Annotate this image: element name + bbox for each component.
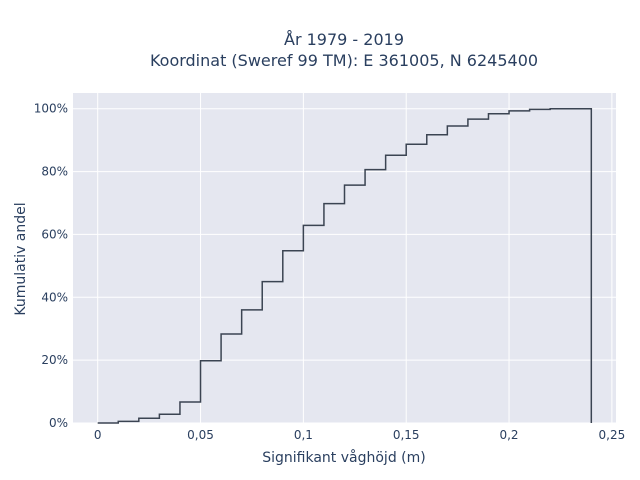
plot-area [73, 93, 616, 423]
x-tick-label: 0,05 [187, 428, 214, 442]
y-axis-ticks: 0% 20% 40% 60% 80% 100% [34, 102, 68, 430]
grid-lines [73, 93, 616, 424]
x-tick-label: 0,1 [294, 428, 313, 442]
y-tick-label: 100% [34, 102, 68, 116]
x-tick-label: 0,2 [499, 428, 518, 442]
chart-title-line1: År 1979 - 2019 [284, 30, 404, 49]
x-axis-ticks: 0 0,05 0,1 0,15 0,2 0,25 [94, 428, 625, 442]
x-tick-label: 0 [94, 428, 102, 442]
x-tick-label: 0,25 [599, 428, 626, 442]
chart-title-line2: Koordinat (Sweref 99 TM): E 361005, N 62… [150, 51, 538, 70]
x-tick-label: 0,15 [393, 428, 420, 442]
y-tick-label: 80% [41, 165, 68, 179]
data-series [97, 107, 593, 424]
y-tick-label: 0% [49, 416, 68, 430]
y-tick-label: 40% [41, 290, 68, 304]
x-axis-title: Signifikant våghöjd (m) [262, 449, 425, 466]
y-axis-title: Kumulativ andel [13, 202, 29, 315]
y-tick-label: 20% [41, 353, 68, 367]
cumulative-step-line [97, 107, 593, 424]
y-tick-label: 60% [41, 227, 68, 241]
